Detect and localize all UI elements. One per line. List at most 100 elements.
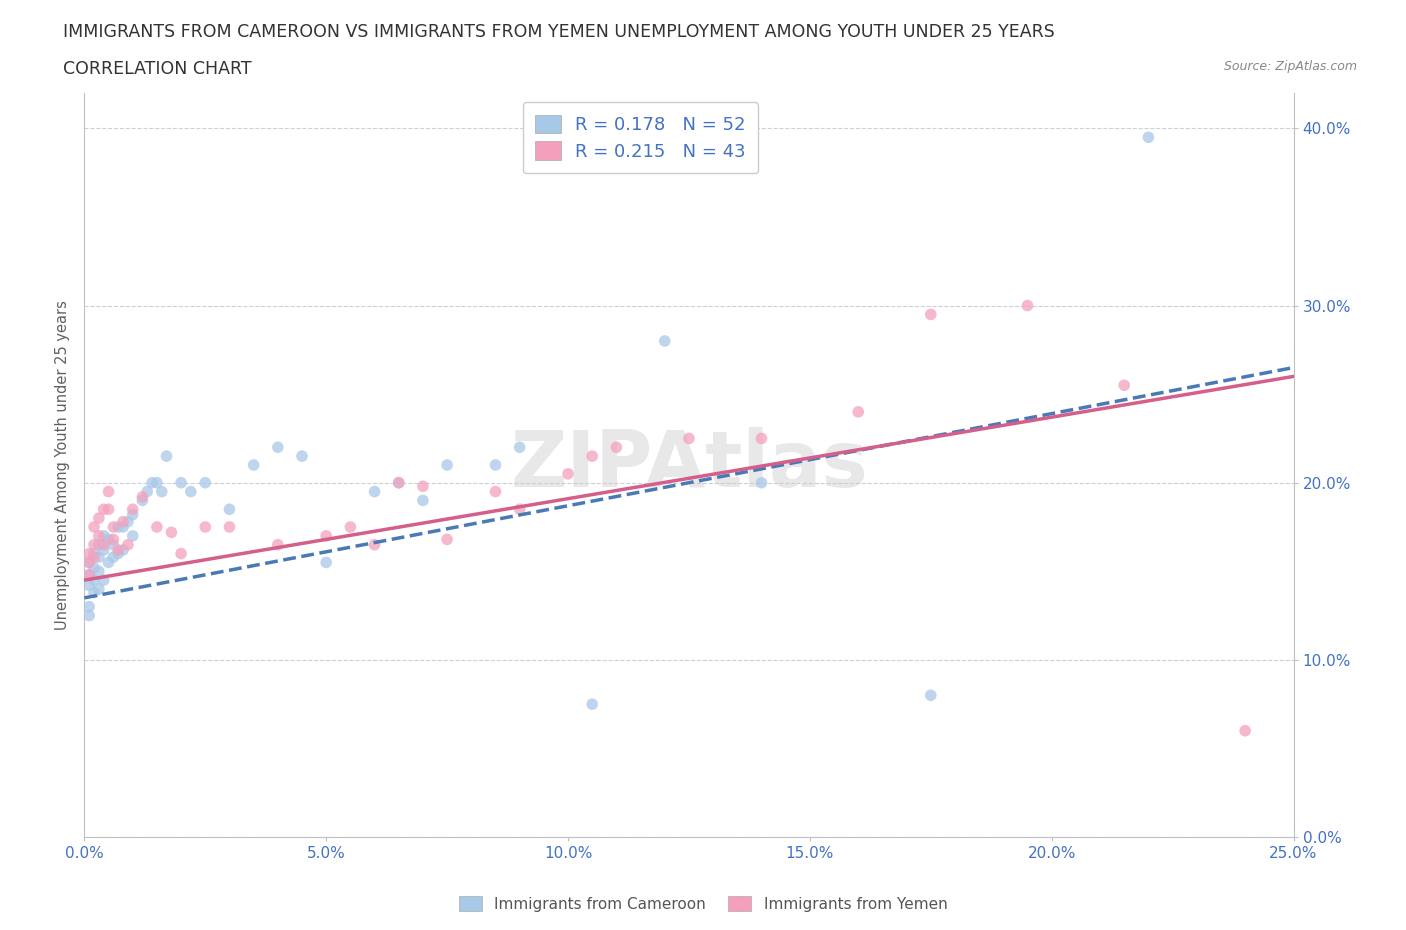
- Point: [1234, 724, 1257, 738]
- Point: [83, 585, 105, 600]
- Point: [509, 502, 531, 517]
- Legend: Immigrants from Cameroon, Immigrants from Yemen: Immigrants from Cameroon, Immigrants fro…: [453, 889, 953, 918]
- Point: [363, 485, 385, 499]
- Point: [131, 489, 153, 504]
- Point: [83, 538, 105, 552]
- Point: [77, 567, 100, 582]
- Point: [93, 538, 115, 552]
- Point: [77, 599, 100, 614]
- Point: [1017, 299, 1039, 313]
- Text: IMMIGRANTS FROM CAMEROON VS IMMIGRANTS FROM YEMEN UNEMPLOYMENT AMONG YOUTH UNDER: IMMIGRANTS FROM CAMEROON VS IMMIGRANTS F…: [63, 23, 1054, 41]
- Point: [93, 502, 115, 517]
- Point: [267, 538, 290, 552]
- Point: [121, 528, 143, 543]
- Point: [93, 573, 115, 588]
- Point: [103, 520, 125, 535]
- Point: [412, 493, 434, 508]
- Point: [388, 475, 411, 490]
- Point: [83, 520, 105, 535]
- Point: [107, 546, 129, 561]
- Point: [180, 485, 202, 499]
- Point: [557, 467, 579, 482]
- Point: [77, 567, 100, 582]
- Point: [77, 555, 100, 570]
- Point: [93, 528, 115, 543]
- Point: [83, 550, 105, 565]
- Point: [146, 475, 169, 490]
- Point: [509, 440, 531, 455]
- Point: [117, 538, 139, 552]
- Point: [1137, 130, 1160, 145]
- Point: [107, 520, 129, 535]
- Point: [112, 542, 135, 557]
- Legend: R = 0.178   N = 52, R = 0.215   N = 43: R = 0.178 N = 52, R = 0.215 N = 43: [523, 102, 758, 173]
- Point: [218, 520, 240, 535]
- Point: [920, 307, 942, 322]
- Y-axis label: Unemployment Among Youth under 25 years: Unemployment Among Youth under 25 years: [55, 300, 70, 630]
- Point: [581, 448, 603, 463]
- Point: [436, 532, 458, 547]
- Point: [103, 538, 125, 552]
- Point: [87, 564, 110, 578]
- Point: [218, 502, 240, 517]
- Point: [194, 475, 217, 490]
- Point: [605, 440, 627, 455]
- Point: [170, 475, 193, 490]
- Point: [87, 538, 110, 552]
- Point: [170, 546, 193, 561]
- Point: [412, 479, 434, 494]
- Point: [107, 542, 129, 557]
- Point: [484, 458, 506, 472]
- Point: [1114, 378, 1136, 392]
- Point: [83, 560, 105, 575]
- Point: [97, 485, 120, 499]
- Point: [339, 520, 361, 535]
- Point: [315, 528, 337, 543]
- Point: [93, 542, 115, 557]
- Point: [97, 502, 120, 517]
- Point: [112, 520, 135, 535]
- Point: [160, 525, 183, 539]
- Point: [155, 448, 177, 463]
- Point: [77, 608, 100, 623]
- Point: [920, 688, 942, 703]
- Point: [751, 475, 773, 490]
- Point: [77, 555, 100, 570]
- Point: [112, 514, 135, 529]
- Point: [117, 514, 139, 529]
- Point: [77, 578, 100, 593]
- Point: [242, 458, 264, 472]
- Point: [131, 493, 153, 508]
- Point: [267, 440, 290, 455]
- Point: [581, 697, 603, 711]
- Point: [103, 550, 125, 565]
- Point: [388, 475, 411, 490]
- Point: [87, 511, 110, 525]
- Text: CORRELATION CHART: CORRELATION CHART: [63, 60, 252, 78]
- Point: [136, 485, 159, 499]
- Point: [194, 520, 217, 535]
- Point: [97, 532, 120, 547]
- Point: [83, 546, 105, 561]
- Point: [484, 485, 506, 499]
- Text: ZIPAtlas: ZIPAtlas: [510, 427, 868, 503]
- Point: [146, 520, 169, 535]
- Text: Source: ZipAtlas.com: Source: ZipAtlas.com: [1223, 60, 1357, 73]
- Point: [751, 431, 773, 445]
- Point: [654, 334, 676, 349]
- Point: [87, 528, 110, 543]
- Point: [87, 550, 110, 565]
- Point: [83, 573, 105, 588]
- Point: [150, 485, 173, 499]
- Point: [436, 458, 458, 472]
- Point: [291, 448, 314, 463]
- Point: [846, 405, 869, 419]
- Point: [97, 555, 120, 570]
- Point: [363, 538, 385, 552]
- Point: [141, 475, 163, 490]
- Point: [87, 581, 110, 596]
- Point: [103, 532, 125, 547]
- Point: [121, 502, 143, 517]
- Point: [77, 546, 100, 561]
- Point: [121, 507, 143, 522]
